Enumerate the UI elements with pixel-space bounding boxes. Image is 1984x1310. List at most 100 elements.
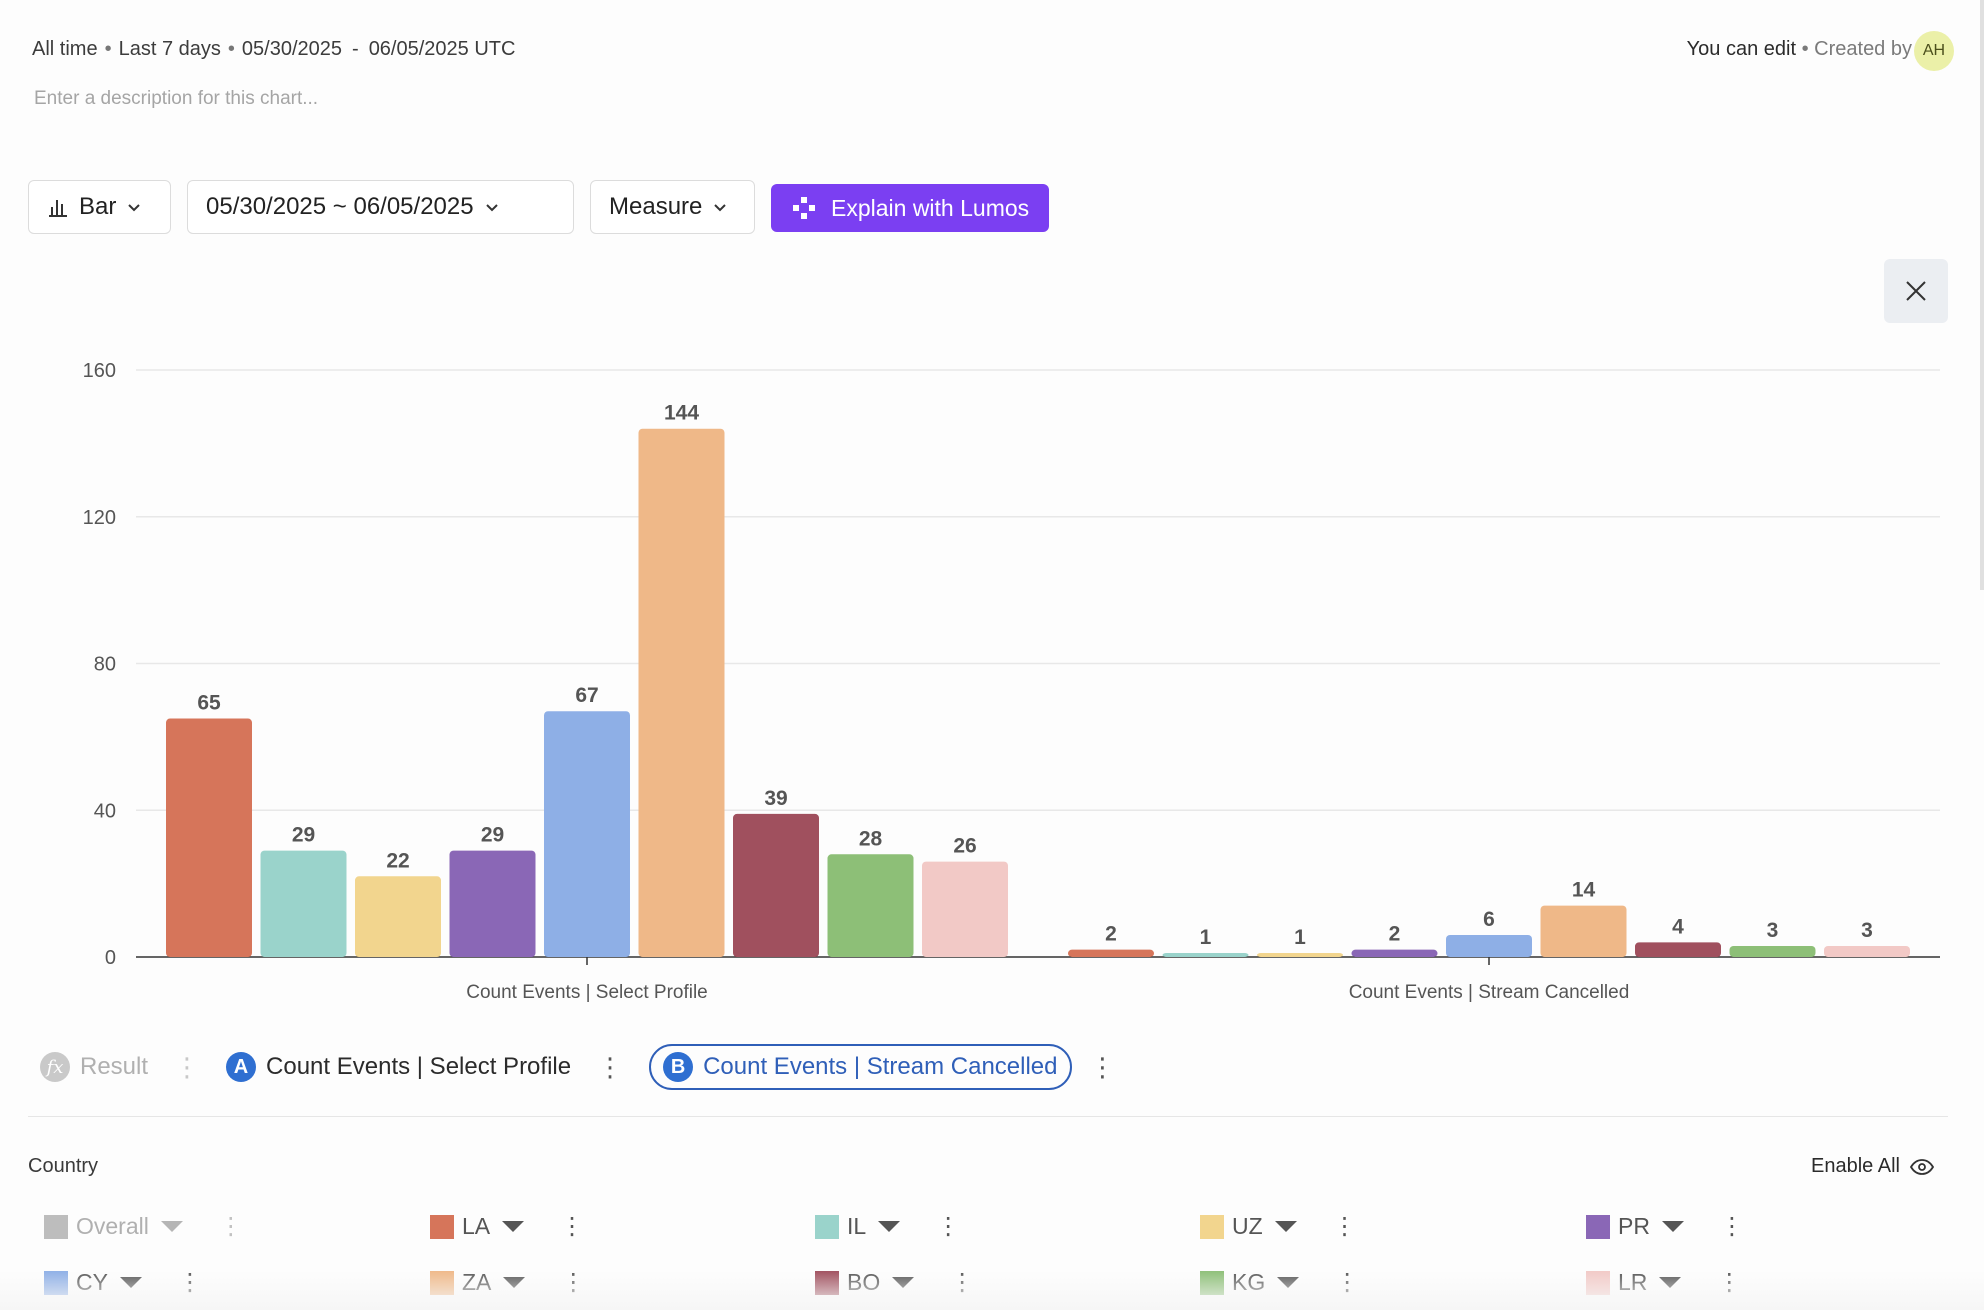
caret-down-icon[interactable]: [892, 1277, 915, 1288]
y-tick-label: 40: [94, 800, 116, 822]
data-label: 3: [1861, 919, 1873, 942]
more-icon[interactable]: ⋮: [950, 1269, 975, 1296]
y-tick-label: 160: [83, 360, 116, 382]
legend-swatch: [1200, 1214, 1224, 1239]
bar-cy: [1446, 934, 1532, 957]
legend-item-pr[interactable]: PR ⋮: [1586, 1212, 1744, 1241]
range-start-date: 05/30/2025: [241, 38, 343, 60]
data-label: 14: [1572, 879, 1596, 902]
series-selector: fx Result ⋮ A Count Events | Select Prof…: [40, 1044, 1142, 1090]
more-icon[interactable]: ⋮: [560, 1213, 585, 1240]
caret-down-icon[interactable]: [503, 1277, 526, 1288]
scrollbar-thumb[interactable]: [1980, 0, 1984, 590]
data-label: 2: [1389, 923, 1401, 946]
legend-item-kg[interactable]: KG ⋮: [1200, 1268, 1359, 1297]
created-by-label: Created by: [1814, 38, 1912, 60]
bar-za: [638, 428, 725, 957]
caret-down-icon[interactable]: [160, 1221, 183, 1232]
data-label: 2: [1105, 923, 1117, 946]
data-label: 29: [481, 824, 504, 847]
caret-down-icon[interactable]: [119, 1277, 142, 1288]
legend-swatch: [815, 1270, 839, 1295]
more-icon[interactable]: ⋮: [561, 1269, 586, 1296]
bar-kg: [1729, 945, 1816, 957]
caret-down-icon[interactable]: [1661, 1221, 1684, 1232]
chart-type-dropdown[interactable]: Bar: [28, 180, 171, 234]
legend-item-cy[interactable]: CY ⋮: [44, 1268, 202, 1297]
legend-label: KG: [1232, 1269, 1266, 1295]
legend-swatch: [430, 1270, 454, 1295]
series-a-badge: A: [226, 1052, 257, 1082]
series-result[interactable]: fx Result: [40, 1052, 148, 1082]
caret-down-icon[interactable]: [878, 1221, 901, 1232]
eye-icon: [1910, 1158, 1934, 1175]
caret-down-icon[interactable]: [1274, 1221, 1297, 1232]
legend-label: LR: [1618, 1269, 1648, 1295]
bar-kg: [827, 854, 914, 957]
legend-item-bo[interactable]: BO ⋮: [815, 1268, 974, 1297]
bar-uz: [355, 876, 441, 957]
more-icon[interactable]: ⋮: [1335, 1269, 1360, 1296]
legend-label: BO: [847, 1269, 881, 1295]
legend-label: Overall: [76, 1213, 149, 1239]
more-icon[interactable]: ⋮: [1332, 1213, 1357, 1240]
legend-item-uz[interactable]: UZ ⋮: [1200, 1212, 1357, 1241]
data-label: 4: [1672, 915, 1684, 938]
series-result-label: Result: [80, 1053, 149, 1080]
bar-uz: [1257, 953, 1343, 957]
function-icon: fx: [40, 1052, 70, 1082]
legend-label: LA: [462, 1213, 491, 1239]
range-all-label: All time: [32, 38, 98, 60]
legend-item-il[interactable]: IL ⋮: [815, 1212, 960, 1241]
date-range-picker[interactable]: 05/30/2025 ~ 06/05/2025: [187, 180, 574, 234]
measure-label: Measure: [609, 193, 703, 220]
avatar[interactable]: AH: [1914, 31, 1954, 71]
sparkle-icon: [793, 197, 815, 219]
x-category-label: Count Events | Stream Cancelled: [1349, 982, 1630, 1003]
series-result-menu-icon[interactable]: ⋮: [174, 1052, 201, 1082]
bar-chart: 0 40 80 120 160 Count Events | Select Profile…: [83, 360, 1940, 1003]
y-tick-label: 0: [105, 947, 116, 969]
data-label: 65: [197, 692, 221, 715]
more-icon[interactable]: ⋮: [1717, 1269, 1742, 1296]
more-icon[interactable]: ⋮: [1719, 1213, 1744, 1240]
enable-all-button[interactable]: Enable All: [1811, 1155, 1934, 1178]
caret-down-icon[interactable]: [1659, 1277, 1682, 1288]
x-category-label: Count Events | Select Profile: [466, 982, 708, 1003]
series-b-label: Count Events | Stream Cancelled: [703, 1053, 1058, 1080]
legend-item-la[interactable]: LA ⋮: [430, 1212, 584, 1241]
legend-label: IL: [847, 1213, 867, 1239]
date-range-label: 05/30/2025 ~ 06/05/2025: [206, 193, 474, 220]
legend-swatch: [1586, 1270, 1610, 1295]
caret-down-icon[interactable]: [1277, 1277, 1300, 1288]
legend-swatch: [1586, 1214, 1610, 1239]
enable-all-label: Enable All: [1811, 1155, 1900, 1177]
explain-label: Explain with Lumos: [831, 194, 1030, 221]
series-b[interactable]: B Count Events | Stream Cancelled: [649, 1044, 1072, 1090]
bar-chart-icon: [49, 200, 67, 217]
legend-item-overall[interactable]: Overall ⋮: [44, 1212, 243, 1241]
data-label: 6: [1483, 908, 1495, 931]
bar-lr: [922, 861, 1008, 957]
legend-item-lr[interactable]: LR ⋮: [1586, 1268, 1741, 1297]
legend-title: Country: [28, 1155, 99, 1177]
measure-dropdown[interactable]: Measure: [590, 180, 755, 234]
bar-lr: [1824, 945, 1910, 957]
bar-bo: [733, 813, 819, 957]
bar-la: [166, 718, 252, 957]
more-icon[interactable]: ⋮: [218, 1213, 243, 1240]
range-end-date: 06/05/2025: [368, 38, 469, 60]
data-label: 22: [386, 849, 409, 872]
explain-with-lumos-button[interactable]: Explain with Lumos: [771, 184, 1050, 232]
more-icon[interactable]: ⋮: [936, 1213, 961, 1240]
series-a[interactable]: A Count Events | Select Profile: [226, 1052, 571, 1082]
close-button[interactable]: [1884, 259, 1948, 323]
description-input[interactable]: Enter a description for this chart...: [34, 88, 319, 109]
more-icon[interactable]: ⋮: [177, 1269, 202, 1296]
series-a-menu-icon[interactable]: ⋮: [597, 1052, 624, 1082]
legend-label: CY: [76, 1269, 108, 1295]
caret-down-icon[interactable]: [502, 1221, 525, 1232]
legend-item-za[interactable]: ZA ⋮: [430, 1268, 585, 1297]
series-b-badge: B: [663, 1052, 694, 1082]
series-b-menu-icon[interactable]: ⋮: [1089, 1052, 1116, 1082]
